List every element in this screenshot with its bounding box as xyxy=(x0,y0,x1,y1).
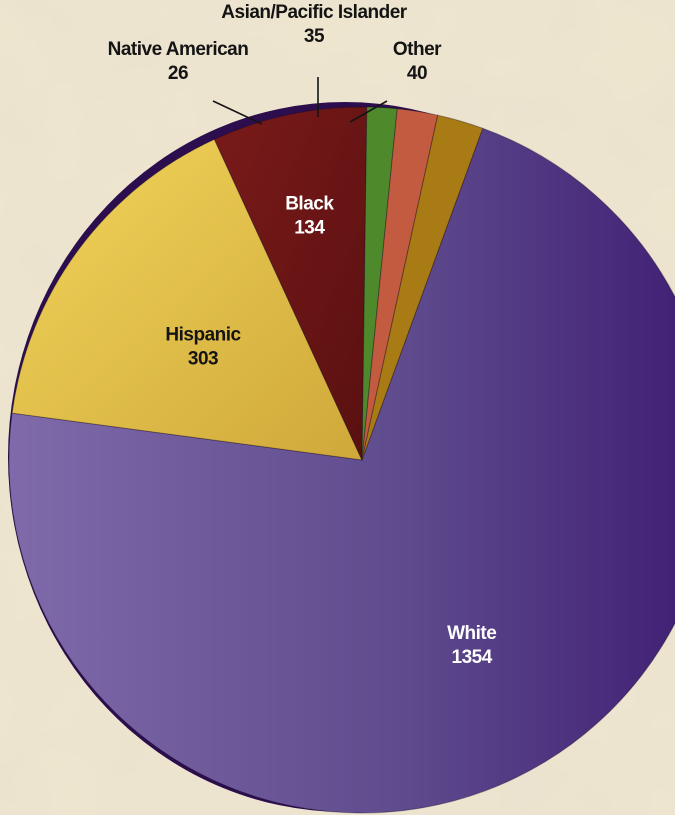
label-value-hispanic: 303 xyxy=(188,349,218,370)
label-name-black: Black xyxy=(285,193,334,214)
label-value-black: 134 xyxy=(294,217,325,238)
label-name-hispanic: Hispanic xyxy=(165,325,241,346)
label-value-other: 40 xyxy=(407,63,427,84)
slice-hispanic xyxy=(11,138,363,461)
slice-white xyxy=(8,127,675,814)
slice-labels: White 1354 Hispanic 303 Black 134 Native Ameri… xyxy=(108,2,497,668)
slice-asian-pacific-islander xyxy=(361,108,439,461)
label-name-white: White xyxy=(447,623,496,644)
label-name-asian-pacific-islander: Asian/Pacific Islander xyxy=(221,2,408,23)
pie-slices xyxy=(8,106,675,814)
label-name-other: Other xyxy=(393,39,442,60)
label-value-native-american: 26 xyxy=(168,63,188,84)
slice-native-american xyxy=(361,106,398,461)
leader-line-other xyxy=(349,100,388,123)
label-value-white: 1354 xyxy=(452,647,493,668)
leader-line-native-american xyxy=(212,100,263,125)
label-value-asian-pacific-islander: 35 xyxy=(304,26,325,47)
slice-other xyxy=(361,114,484,461)
slice-black xyxy=(213,106,368,461)
label-name-native-american: Native American xyxy=(108,39,249,60)
leader-lines xyxy=(212,77,388,125)
